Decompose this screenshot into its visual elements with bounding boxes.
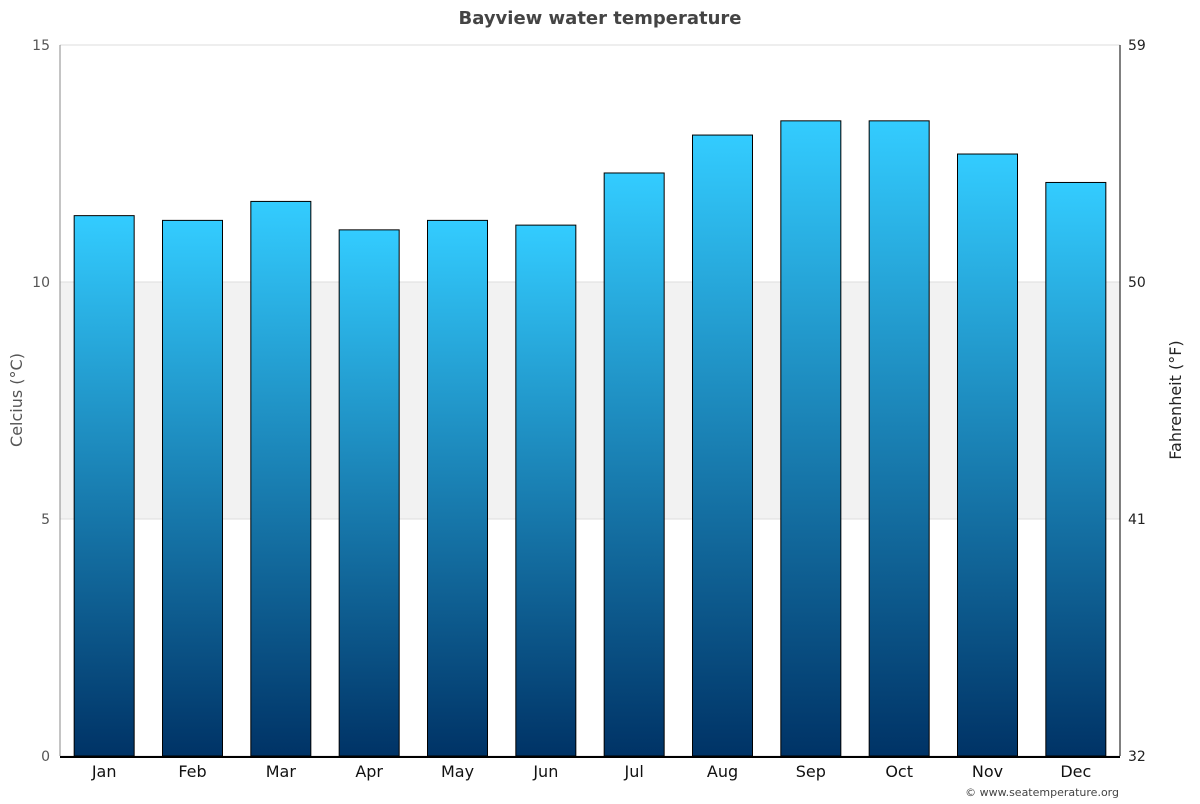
y-tick-label-right: 50	[1128, 275, 1146, 291]
bar-dec[interactable]	[1045, 181, 1107, 757]
x-tick-label: Oct	[885, 762, 913, 781]
x-tick-label: Jun	[532, 762, 558, 781]
x-tick-label: Apr	[355, 762, 383, 781]
bar-apr[interactable]	[338, 229, 400, 757]
y-tick-label-right: 41	[1128, 512, 1146, 528]
y-tick-label-left: 0	[41, 749, 50, 765]
x-tick-label: Mar	[266, 762, 297, 781]
x-tick-label: Dec	[1060, 762, 1091, 781]
x-tick-label: Aug	[707, 762, 738, 781]
x-tick-label: Sep	[796, 762, 826, 781]
bar-mar[interactable]	[250, 200, 312, 757]
bar-feb[interactable]	[162, 219, 223, 757]
bar-sep[interactable]	[780, 120, 842, 757]
bar-jun[interactable]	[515, 224, 577, 757]
chart-title: Bayview water temperature	[459, 8, 742, 29]
bar-jul[interactable]	[603, 172, 665, 757]
bar-oct[interactable]	[868, 120, 930, 757]
x-tick-label: Nov	[972, 762, 1003, 781]
y-tick-label-right: 32	[1128, 749, 1146, 765]
x-tick-label: Feb	[178, 762, 206, 781]
shaded-band	[60, 282, 1120, 519]
bar-may[interactable]	[427, 219, 488, 757]
y-axis-label-left: Celcius (°C)	[7, 353, 26, 447]
x-tick-label: May	[441, 762, 474, 781]
bar-jan[interactable]	[73, 215, 135, 757]
y-tick-label-left: 10	[32, 275, 50, 291]
y-tick-label-left: 15	[32, 38, 50, 54]
y-axis-label-right: Fahrenheit (°F)	[1166, 340, 1185, 459]
y-tick-label-right: 59	[1128, 38, 1146, 54]
bar-nov[interactable]	[957, 153, 1018, 757]
x-tick-label: Jan	[91, 762, 117, 781]
x-tick-label: Jul	[624, 762, 644, 781]
y-tick-label-left: 5	[41, 512, 50, 528]
credit-text: © www.seatemperature.org	[965, 786, 1119, 799]
bar-aug[interactable]	[692, 134, 753, 757]
